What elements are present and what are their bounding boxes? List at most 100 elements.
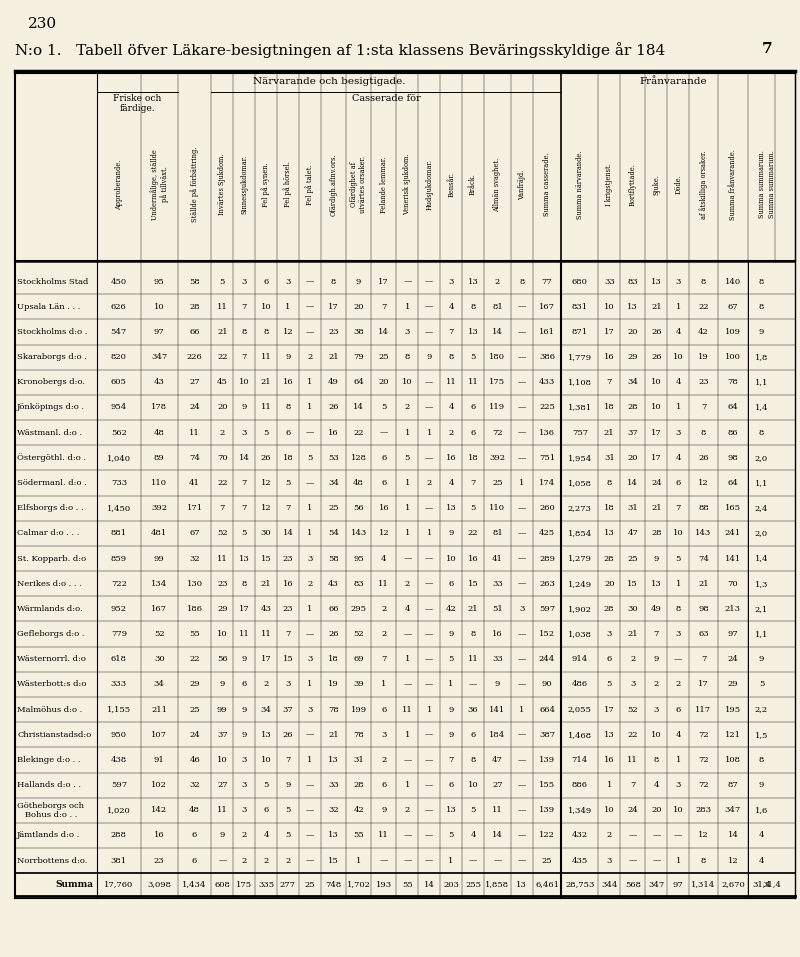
Text: 3: 3 [449, 278, 454, 285]
Text: 3: 3 [675, 278, 681, 285]
Text: —: — [518, 429, 526, 436]
Text: 23: 23 [282, 605, 294, 612]
Text: 1: 1 [307, 680, 313, 688]
Text: —: — [425, 731, 434, 739]
Text: 1: 1 [405, 781, 410, 790]
Text: 605: 605 [111, 378, 127, 387]
Text: —: — [306, 429, 314, 436]
Text: Hallands d:o . .: Hallands d:o . . [17, 781, 81, 790]
Text: 1,381: 1,381 [568, 404, 592, 412]
Text: 42: 42 [698, 328, 709, 336]
Text: 52: 52 [627, 705, 638, 714]
Text: 4: 4 [448, 404, 454, 412]
Text: 9: 9 [242, 656, 247, 663]
Text: 10: 10 [651, 731, 662, 739]
Text: —: — [425, 378, 434, 387]
Text: 47: 47 [627, 529, 638, 537]
Text: 5: 5 [263, 429, 269, 436]
Text: 13: 13 [446, 504, 457, 512]
Text: 16: 16 [492, 630, 502, 638]
Text: 23: 23 [154, 857, 165, 864]
Text: 20: 20 [651, 807, 662, 814]
Text: 121: 121 [725, 731, 741, 739]
Text: 18: 18 [328, 656, 338, 663]
Text: 143: 143 [350, 529, 366, 537]
Text: —: — [518, 580, 526, 588]
Text: 10: 10 [468, 781, 478, 790]
Text: 211: 211 [151, 705, 167, 714]
Text: 22: 22 [217, 353, 227, 361]
Text: 11: 11 [190, 429, 200, 436]
Text: 2,4: 2,4 [755, 504, 768, 512]
Text: 820: 820 [111, 353, 127, 361]
Text: 6,461: 6,461 [535, 880, 559, 888]
Text: 193: 193 [376, 880, 392, 888]
Text: 213: 213 [725, 605, 741, 612]
Text: 95: 95 [354, 554, 364, 563]
Text: 16: 16 [446, 454, 457, 462]
Text: 34: 34 [627, 378, 638, 387]
Text: 950: 950 [111, 731, 127, 739]
Text: Sinnessjukdomar.: Sinnessjukdomar. [240, 155, 248, 214]
Text: 5: 5 [242, 529, 247, 537]
Text: 19: 19 [328, 680, 338, 688]
Text: Blekinge d:o . .: Blekinge d:o . . [17, 756, 81, 764]
Text: 664: 664 [539, 705, 555, 714]
Text: —: — [306, 630, 314, 638]
Text: 9: 9 [242, 404, 247, 412]
Text: 52: 52 [354, 630, 364, 638]
Text: 2: 2 [307, 353, 313, 361]
Text: Södermanl. d:o .: Södermanl. d:o . [17, 479, 86, 487]
Text: 3: 3 [630, 680, 635, 688]
Text: Vanfräjd.: Vanfräjd. [518, 169, 526, 200]
Text: 244: 244 [539, 656, 555, 663]
Text: 1: 1 [307, 529, 313, 537]
Text: 1,779: 1,779 [568, 353, 592, 361]
Text: —: — [306, 857, 314, 864]
Text: af åtskilliga orsaker.: af åtskilliga orsaker. [699, 150, 708, 219]
Text: 98: 98 [727, 454, 738, 462]
Text: 1,902: 1,902 [568, 605, 592, 612]
Text: 7: 7 [242, 479, 247, 487]
Text: 15: 15 [328, 857, 338, 864]
Text: 13: 13 [328, 832, 338, 839]
Text: 178: 178 [151, 404, 167, 412]
Text: —: — [380, 857, 388, 864]
Text: 11: 11 [239, 630, 250, 638]
Text: 130: 130 [186, 580, 202, 588]
Text: 10: 10 [402, 378, 413, 387]
Text: 5: 5 [307, 454, 313, 462]
Text: —: — [518, 554, 526, 563]
Text: —: — [403, 756, 411, 764]
Text: 886: 886 [572, 781, 588, 790]
Text: 12: 12 [378, 529, 389, 537]
Text: 255: 255 [465, 880, 481, 888]
Text: Ofärdigh.afinv.ors.: Ofärdigh.afinv.ors. [330, 153, 338, 215]
Text: 30: 30 [154, 656, 165, 663]
Text: 1: 1 [307, 504, 313, 512]
Text: 6: 6 [606, 656, 612, 663]
Text: 165: 165 [725, 504, 741, 512]
Text: 1,4: 1,4 [754, 554, 768, 563]
Text: 17: 17 [651, 429, 662, 436]
Text: 2: 2 [263, 857, 269, 864]
Text: 139: 139 [539, 807, 555, 814]
Text: 1: 1 [356, 857, 362, 864]
Text: 10: 10 [239, 378, 250, 387]
Text: 17: 17 [604, 328, 614, 336]
Text: —: — [403, 857, 411, 864]
Text: 17: 17 [378, 278, 390, 285]
Text: 17: 17 [698, 680, 709, 688]
Text: 22: 22 [698, 302, 709, 311]
Text: 24: 24 [190, 404, 200, 412]
Text: 16: 16 [468, 554, 478, 563]
Text: 914: 914 [572, 656, 588, 663]
Text: 9: 9 [449, 529, 454, 537]
Text: Wästernorrl. d:o: Wästernorrl. d:o [17, 656, 86, 663]
Text: 3,098: 3,098 [147, 880, 171, 888]
Text: 3: 3 [654, 705, 659, 714]
Text: —: — [403, 554, 411, 563]
Text: Wärmlands d:o.: Wärmlands d:o. [17, 605, 82, 612]
Text: Wästmanl. d:o .: Wästmanl. d:o . [17, 429, 82, 436]
Text: 28: 28 [190, 302, 200, 311]
